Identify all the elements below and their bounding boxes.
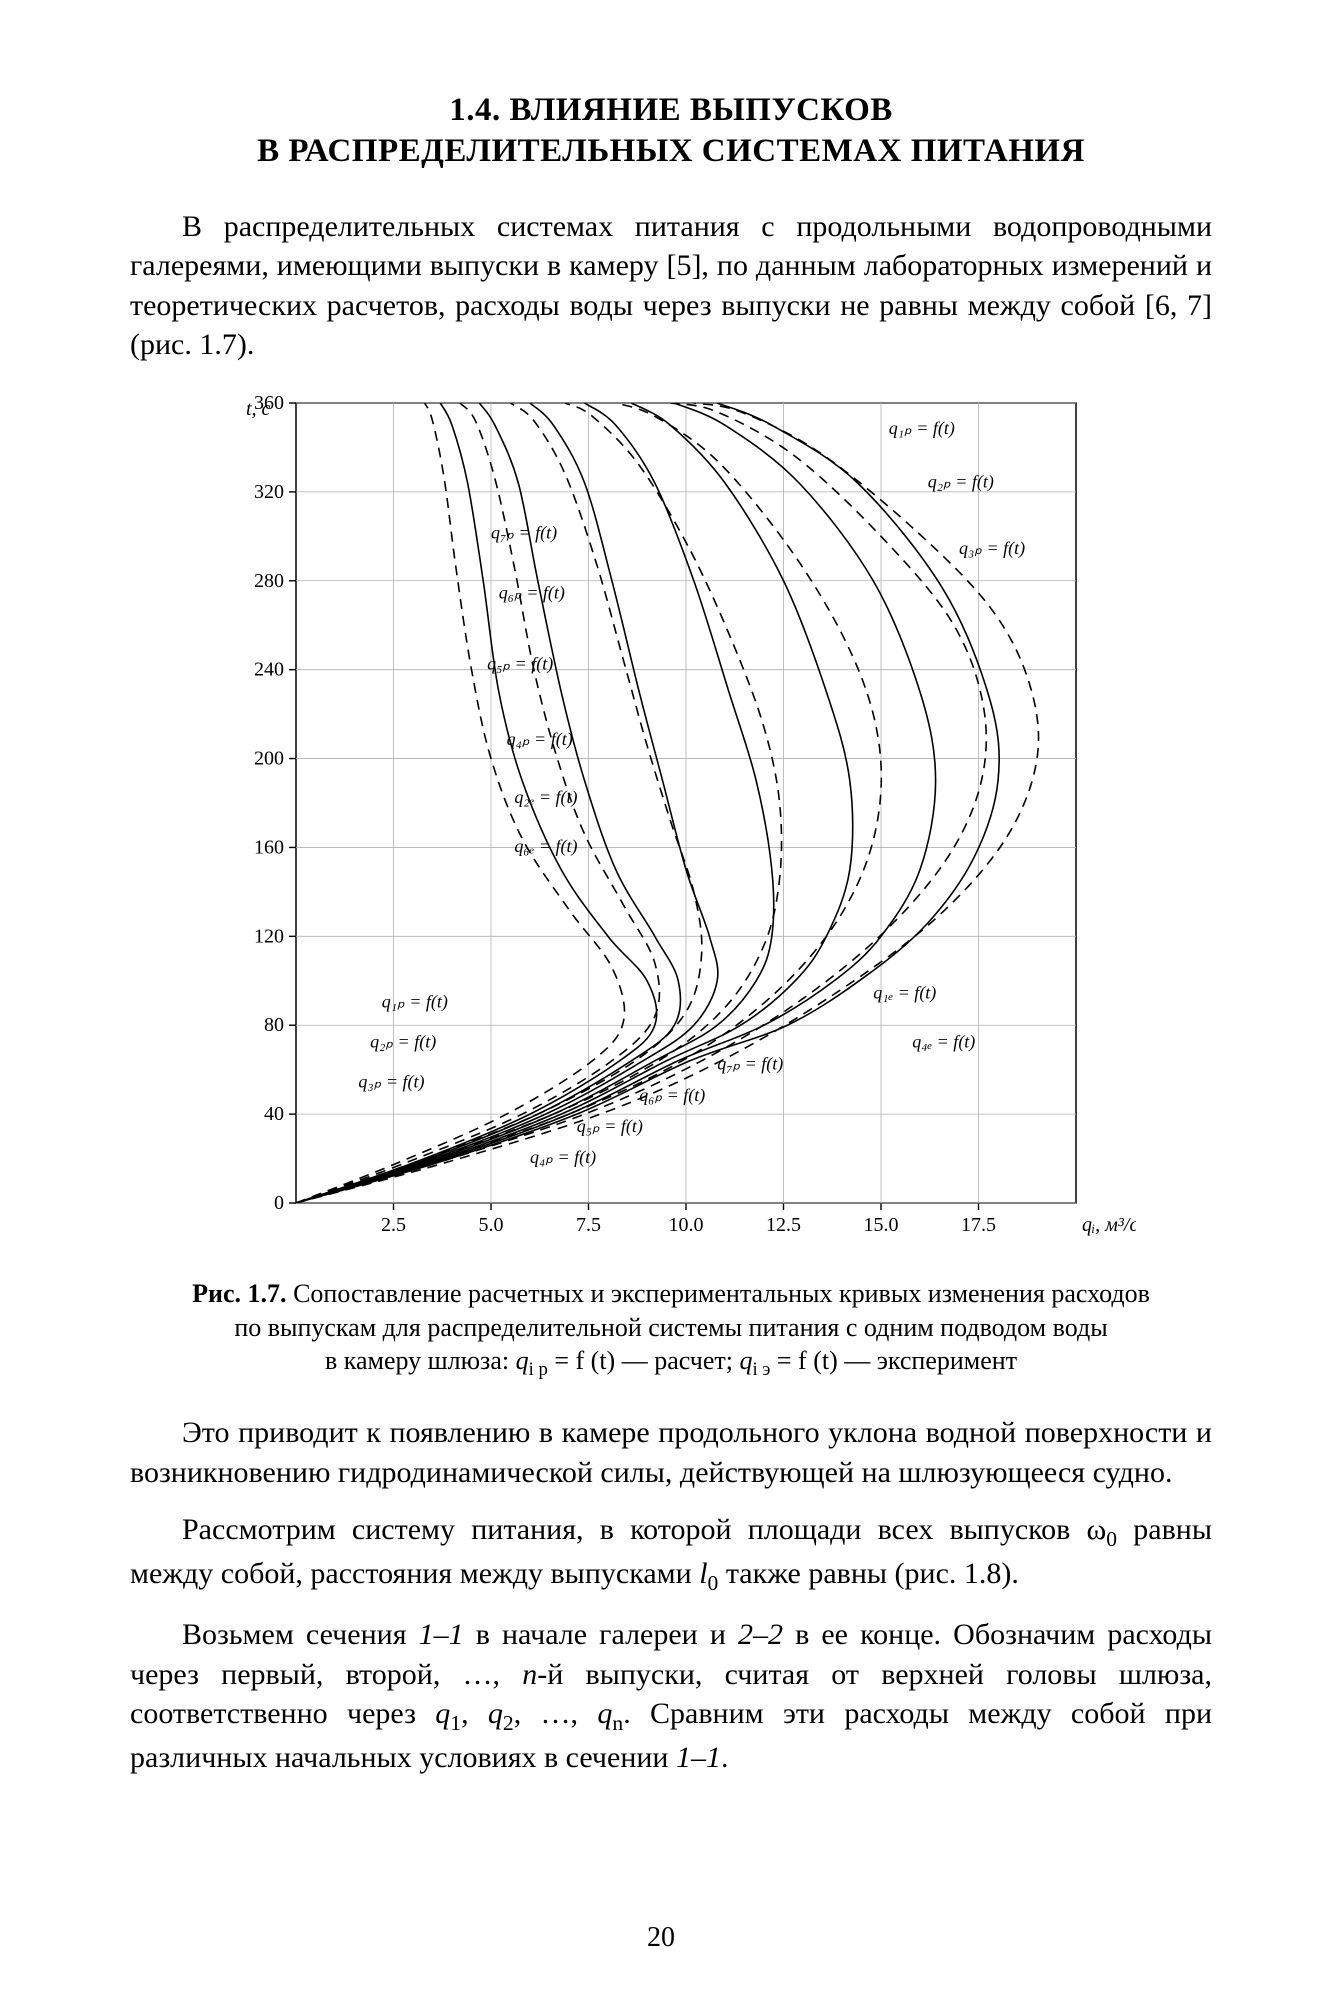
paragraph-3: Рассмотрим систему питания, в которой пл… xyxy=(130,1510,1212,1597)
svg-text:0: 0 xyxy=(274,1192,284,1214)
svg-text:280: 280 xyxy=(254,570,284,592)
caption-l3e: = f (t) — эксперимент xyxy=(770,1346,1017,1375)
svg-text:q₄ₚ = f(t): q₄ₚ = f(t) xyxy=(507,729,573,750)
svg-text:q₅ₚ = f(t): q₅ₚ = f(t) xyxy=(577,1116,643,1137)
svg-text:q₆ₑ = f(t): q₆ₑ = f(t) xyxy=(514,836,577,857)
svg-text:10.0: 10.0 xyxy=(669,1214,704,1236)
p4c: в начале галереи и xyxy=(464,1618,738,1651)
p4l-sub: n xyxy=(612,1711,623,1735)
svg-text:320: 320 xyxy=(254,481,284,503)
svg-text:q₁ₚ = f(t): q₁ₚ = f(t) xyxy=(382,991,448,1012)
p4j-sub: 2 xyxy=(503,1711,514,1735)
p4b: 1–1 xyxy=(419,1618,464,1651)
caption-q2: q xyxy=(739,1346,752,1375)
p4d: 2–2 xyxy=(738,1618,783,1651)
caption-l3a: в камеру шлюза: xyxy=(325,1346,516,1375)
caption-prefix: Рис. 1.7. xyxy=(192,1279,286,1308)
section-heading: 1.4. ВЛИЯНИЕ ВЫПУСКОВ В РАСПРЕДЕЛИТЕЛЬНЫ… xyxy=(130,90,1212,173)
svg-text:q₂ₚ = f(t): q₂ₚ = f(t) xyxy=(370,1031,436,1052)
caption-q1: q xyxy=(516,1346,529,1375)
svg-text:120: 120 xyxy=(254,925,284,947)
svg-text:q₄ₑ = f(t): q₄ₑ = f(t) xyxy=(912,1031,975,1052)
chart-svg: 2.5 5.0 7.5 10.0 12.5 15.0 17.5 0 40 80 120 160 200 2… xyxy=(206,383,1136,1263)
caption-l2: по выпускам для распределительной систем… xyxy=(234,1313,1107,1342)
p3c-sub: 0 xyxy=(708,1571,719,1595)
caption-l1: Сопоставление расчетных и эксперименталь… xyxy=(287,1279,1150,1308)
svg-text:q₇ₚ = f(t): q₇ₚ = f(t) xyxy=(717,1054,783,1075)
svg-text:12.5: 12.5 xyxy=(766,1214,801,1236)
svg-text:qᵢ, м³/с: qᵢ, м³/с xyxy=(1082,1214,1136,1236)
title-line-1: 1.4. ВЛИЯНИЕ ВЫПУСКОВ xyxy=(449,92,893,128)
p4k: , …, xyxy=(514,1697,598,1730)
p4a: Возьмем сечения xyxy=(182,1618,419,1651)
svg-text:q₁ₚ = f(t): q₁ₚ = f(t) xyxy=(889,418,955,439)
svg-text:80: 80 xyxy=(264,1014,284,1036)
svg-text:q₅ₚ = f(t): q₅ₚ = f(t) xyxy=(487,654,553,675)
p3c: l xyxy=(699,1557,707,1590)
title-line-2: В РАСПРЕДЕЛИТЕЛЬНЫХ СИСТЕМАХ ПИТАНИЯ xyxy=(257,133,1085,169)
svg-text:240: 240 xyxy=(254,659,284,681)
svg-text:q₆ₚ = f(t): q₆ₚ = f(t) xyxy=(639,1085,705,1106)
paragraph-2: Это приводит к появлению в камере продол… xyxy=(130,1413,1212,1492)
page-number: 20 xyxy=(0,1922,1322,1954)
page: 1.4. ВЛИЯНИЕ ВЫПУСКОВ В РАСПРЕДЕЛИТЕЛЬНЫ… xyxy=(0,0,1322,2000)
p4n: 1–1 xyxy=(676,1741,721,1774)
p3d: также равны (рис. 1.8). xyxy=(718,1557,1019,1590)
p4i: , xyxy=(461,1697,488,1730)
p4h-sub: 1 xyxy=(450,1711,461,1735)
svg-text:17.5: 17.5 xyxy=(961,1214,996,1236)
svg-text:160: 160 xyxy=(254,836,284,858)
caption-q2-sub: i э xyxy=(752,1360,770,1381)
svg-text:q₇ₚ = f(t): q₇ₚ = f(t) xyxy=(491,522,557,543)
svg-text:q₂ₚ = f(t): q₂ₚ = f(t) xyxy=(928,471,994,492)
paragraph-4: Возьмем сечения 1–1 в начале галереи и 2… xyxy=(130,1615,1212,1777)
svg-text:q₆ₚ = f(t): q₆ₚ = f(t) xyxy=(499,582,565,603)
caption-q1-sub: i р xyxy=(529,1360,548,1381)
caption-l3c: = f (t) — расчет; xyxy=(548,1346,740,1375)
paragraph-1: В распределительных системах питания с п… xyxy=(130,207,1212,365)
p3a: Рассмотрим систему питания, в которой пл… xyxy=(182,1513,1106,1546)
svg-text:t, с: t, с xyxy=(246,398,271,420)
svg-text:15.0: 15.0 xyxy=(864,1214,899,1236)
svg-text:q₁ₑ = f(t): q₁ₑ = f(t) xyxy=(873,982,936,1003)
svg-text:q₂ₑ = f(t): q₂ₑ = f(t) xyxy=(514,787,577,808)
svg-text:2.5: 2.5 xyxy=(381,1214,406,1236)
figure-1-7: 2.5 5.0 7.5 10.0 12.5 15.0 17.5 0 40 80 120 160 200 2… xyxy=(130,383,1212,1263)
svg-text:7.5: 7.5 xyxy=(576,1214,601,1236)
figure-caption: Рис. 1.7. Сопоставление расчетных и эксп… xyxy=(170,1277,1172,1383)
p4j: q xyxy=(488,1697,503,1730)
svg-text:200: 200 xyxy=(254,747,284,769)
p4h: q xyxy=(435,1697,450,1730)
svg-text:5.0: 5.0 xyxy=(479,1214,504,1236)
svg-text:q₄ₚ = f(t): q₄ₚ = f(t) xyxy=(530,1147,596,1168)
svg-text:q₃ₚ = f(t): q₃ₚ = f(t) xyxy=(959,538,1025,559)
p4f: n xyxy=(522,1658,537,1691)
svg-text:q₃ₚ = f(t): q₃ₚ = f(t) xyxy=(358,1071,424,1092)
p4l: q xyxy=(597,1697,612,1730)
p3a-sub: 0 xyxy=(1106,1527,1117,1551)
p4o: . xyxy=(721,1741,729,1774)
svg-text:40: 40 xyxy=(264,1103,284,1125)
